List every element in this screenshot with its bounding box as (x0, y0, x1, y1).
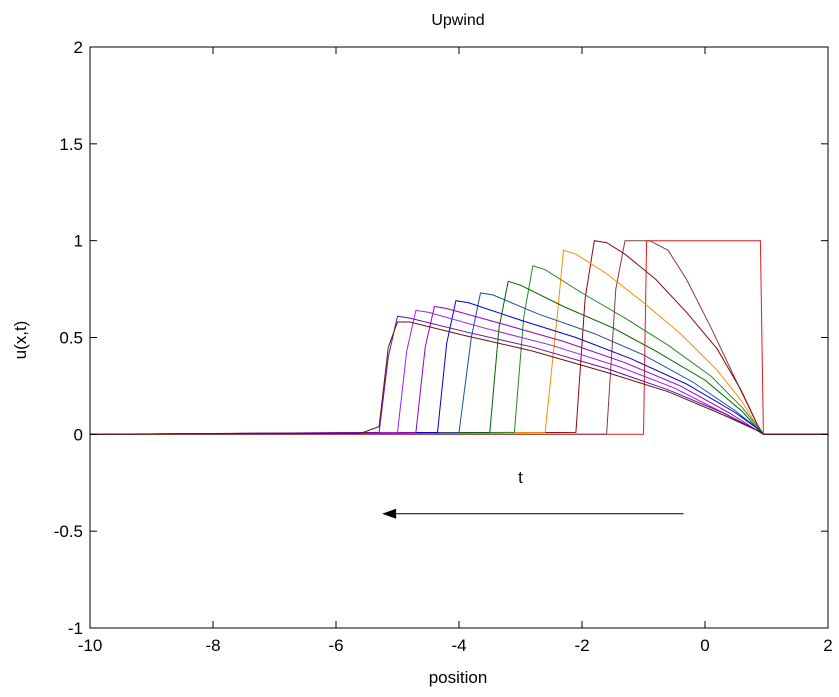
y-tick-label: 0 (74, 425, 83, 444)
series-layer (89, 240, 828, 435)
x-tick-label: 2 (823, 636, 832, 655)
time-arrow-label: t (518, 468, 523, 487)
x-tick-label: -10 (78, 636, 103, 655)
y-tick-label: -0.5 (54, 522, 83, 541)
y-tick-label: 1.5 (59, 135, 83, 154)
series-line-5 (89, 265, 828, 435)
chart-title: Upwind (431, 12, 484, 29)
x-tick-label: -4 (451, 636, 466, 655)
axes-layer: -10 -8 -6 -4 -2 0 2 -1 -0.5 0 0.5 1 1.5 2 (54, 38, 833, 655)
y-tick-label: -1 (68, 619, 83, 638)
x-tick-label: -8 (205, 636, 220, 655)
x-tick-label: 0 (700, 636, 709, 655)
y-tick-label: 2 (74, 38, 83, 57)
x-tick-label: -2 (574, 636, 589, 655)
series-line-12 (89, 321, 828, 435)
y-tick-label: 1 (74, 232, 83, 251)
x-tick-label: -6 (328, 636, 343, 655)
y-tick-label: 0.5 (59, 329, 83, 348)
y-axis-label: u(x,t) (11, 321, 30, 360)
annotation-layer: t (382, 468, 684, 519)
series-line-3 (89, 240, 828, 435)
time-arrow-head (382, 508, 397, 519)
series-line-8 (89, 300, 828, 435)
x-axis-label: position (429, 668, 488, 687)
